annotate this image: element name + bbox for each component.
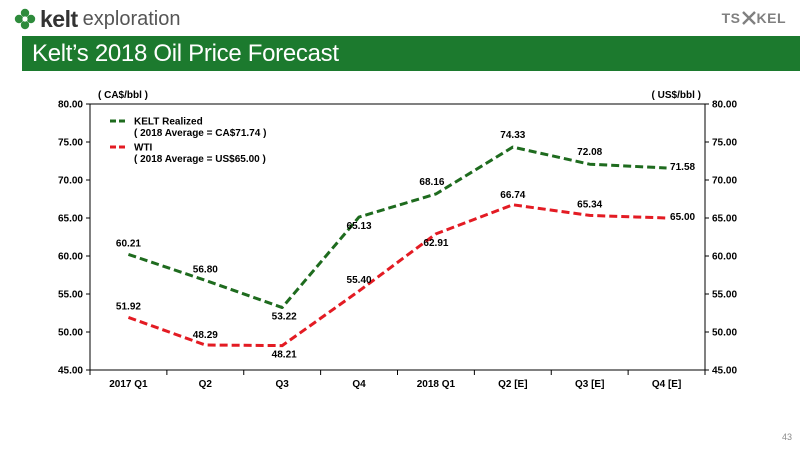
page-title: Kelt’s 2018 Oil Price Forecast [32,40,339,67]
y-right-tick-label: 45.00 [712,366,737,377]
x-tick-label: Q2 [199,379,213,390]
kelt-data-label: 56.80 [193,264,218,275]
wti-data-label: 48.29 [193,330,218,341]
y-right-tick-label: 65.00 [712,214,737,225]
y-left-tick-label: 75.00 [58,138,83,149]
exchange-ticker: TS KEL [722,10,786,26]
kelt-data-label: 65.13 [347,221,372,232]
logo-sub-text: exploration [82,7,181,30]
y-right-tick-label: 70.00 [712,176,737,187]
exchange-left-text: TS [721,10,741,26]
logo-brand-text: kelt [40,5,78,32]
kelt-data-label: 71.58 [670,162,695,173]
tsx-x-icon [741,11,756,25]
y-left-tick-label: 50.00 [58,328,83,339]
y-right-tick-label: 55.00 [712,290,737,301]
wti-data-label: 65.00 [670,212,695,223]
kelt-data-label: 68.16 [419,177,444,188]
exchange-right-text: KEL [756,10,786,26]
kelt-leaf-icon [14,8,36,30]
chart-axes: 45.00 50.00 55.00 60.00 65.00 70.00 75.00 80.00… [58,90,737,390]
legend-wti-note: ( 2018 Average = US$65.00 ) [134,154,266,165]
x-tick-label: 2017 Q1 [109,379,148,390]
legend-kelt-name: KELT Realized [134,117,203,128]
x-tick-label: Q2 [E] [498,379,527,390]
wti-line [127,203,667,348]
company-logo: kelt exploration [14,6,180,32]
x-tick-label: Q3 [276,379,290,390]
wti-data-label: 65.34 [577,199,602,210]
y-left-tick-label: 65.00 [58,214,83,225]
page-number: 43 [781,432,792,442]
y-right-tick-label: 60.00 [712,252,737,263]
x-tick-label: Q4 [352,379,366,390]
y-left-tick-label: 60.00 [58,252,83,263]
x-tick-label: Q3 [E] [575,379,604,390]
plot-area-frame [89,103,706,371]
x-tick-label: Q4 [E] [652,379,681,390]
chart-data-labels: 60.21 56.80 53.22 65.13 68.16 74.33 72.08 71.58… [116,130,696,361]
chart-legend: KELT Realized( 2018 Average = CA$71.74 )… [110,117,266,165]
y-left-tick-label: 80.00 [58,100,83,111]
wti-data-label: 62.91 [423,238,448,249]
legend-wti-name: WTI [134,143,153,154]
wti-data-label: 51.92 [116,301,141,312]
wti-data-label: 55.40 [347,275,372,286]
x-tick-label: 2018 Q1 [417,379,456,390]
title-bar: Kelt’s 2018 Oil Price Forecast [22,36,800,71]
y-right-tick-label: 80.00 [712,100,737,111]
kelt-data-label: 74.33 [500,130,525,141]
legend-kelt-note: ( 2018 Average = CA$71.74 ) [134,128,266,139]
y-left-tick-label: 70.00 [58,176,83,187]
kelt-data-label: 72.08 [577,147,602,158]
wti-data-label: 48.21 [272,350,297,361]
y-left-tick-label: 45.00 [58,366,83,377]
kelt-data-label: 53.22 [272,312,297,323]
y-right-axis-label: ( US$/bbl ) [652,90,701,101]
chart-series [127,145,667,348]
y-left-axis-label: ( CA$/bbl ) [98,90,148,101]
kelt-realized-line [127,145,667,310]
y-left-tick-label: 55.00 [58,290,83,301]
wti-data-label: 66.74 [500,190,525,201]
y-right-tick-label: 75.00 [712,138,737,149]
kelt-data-label: 60.21 [116,238,141,249]
y-right-tick-label: 50.00 [712,328,737,339]
